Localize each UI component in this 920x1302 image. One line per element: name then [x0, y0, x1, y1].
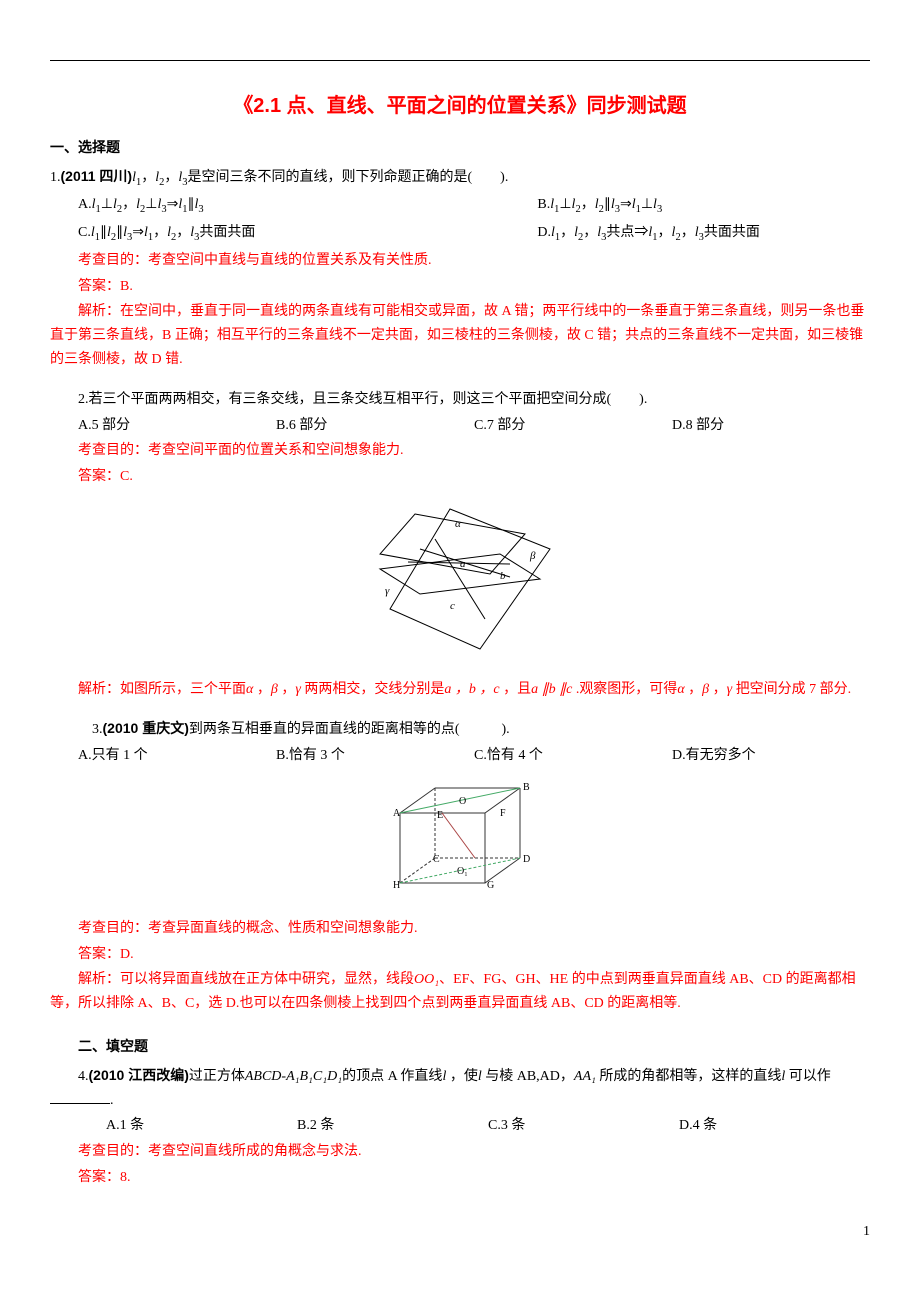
q3-optB: B.恰有 3 个 — [276, 744, 474, 768]
q3-optA: A.只有 1 个 — [78, 744, 276, 768]
q1-num: 1. — [50, 170, 61, 185]
q1-optB: B.l1⊥l2，l2∥l3⇒l1⊥l3 — [537, 193, 870, 219]
svg-text:a: a — [460, 558, 466, 570]
q2-expl: 解析：如图所示，三个平面α ，β ，γ 两两相交，交线分别是a ，b ，c ，且… — [50, 678, 870, 702]
svg-text:A: A — [393, 808, 401, 819]
q2-exam: 考查目的：考查空间平面的位置关系和空间想象能力. — [50, 439, 870, 463]
q3-tail: 到两条互相垂直的异面直线的距离相等的点( ). — [189, 722, 510, 737]
q4-source: (2010 江西改编) — [89, 1067, 189, 1083]
svg-text:H: H — [393, 880, 400, 891]
page-number: 1 — [50, 1220, 870, 1244]
svg-text:γ: γ — [385, 585, 390, 597]
q3-source: (2010 重庆文) — [103, 720, 189, 736]
q4-exam: 考查目的：考查空间直线所成的角概念与求法. — [50, 1140, 870, 1164]
top-rule — [50, 60, 870, 61]
q1-l1: l1，l2，l3 — [132, 170, 187, 185]
q4-opts: A.1 条 B.2 条 C.3 条 D.4 条 — [50, 1114, 870, 1138]
q2-opts: A.5 部分 B.6 部分 C.7 部分 D.8 部分 — [50, 414, 870, 438]
svg-text:E: E — [437, 810, 443, 821]
q4-ans: 答案：8. — [50, 1166, 870, 1190]
q1-ans: 答案：B. — [50, 275, 870, 299]
page-title: 《2.1 点、直线、平面之间的位置关系》同步测试题 — [50, 89, 870, 123]
q1-exam: 考查目的：考查空间中直线与直线的位置关系及有关性质. — [50, 249, 870, 273]
q1-opts-row2: C.l1∥l2∥l3⇒l1，l2，l3共面共面 D.l1，l2，l3共点⇒l1，… — [50, 221, 870, 247]
q4-stem: 4.(2010 江西改编)过正方体ABCD-A₁B₁C₁D₁的顶点 A 作直线l… — [50, 1064, 870, 1113]
q2-figure: α β γ a b c — [50, 499, 870, 668]
svg-text:D: D — [523, 854, 530, 865]
q1-optC: C.l1∥l2∥l3⇒l1，l2，l3共面共面 — [78, 221, 537, 247]
svg-text:O₁: O₁ — [457, 866, 468, 877]
q1-optA: A.l1⊥l2，l2⊥l3⇒l1∥l3 — [78, 193, 537, 219]
svg-text:α: α — [455, 518, 461, 530]
q2-ans: 答案：C. — [50, 465, 870, 489]
section-1-heading: 一、选择题 — [50, 137, 870, 161]
svg-text:B: B — [523, 782, 530, 793]
q1-opts-row1: A.l1⊥l2，l2⊥l3⇒l1∥l3 B.l1⊥l2，l2∥l3⇒l1⊥l3 — [50, 193, 870, 219]
svg-text:G: G — [487, 880, 494, 891]
q4-optC: C.3 条 — [488, 1114, 679, 1138]
q4-num: 4. — [78, 1069, 89, 1084]
q1-stem: 1.(2011 四川)l1，l2，l3是空间三条不同的直线，则下列命题正确的是(… — [50, 165, 870, 192]
q4-optA: A.1 条 — [106, 1114, 297, 1138]
cube-diagram: A B D C H G E F O O₁ — [375, 778, 545, 898]
q1-source: (2011 四川) — [61, 168, 133, 184]
q4-optB: B.2 条 — [297, 1114, 488, 1138]
q1-expl: 解析：在空间中，垂直于同一直线的两条直线有可能相交或异面，故 A 错；两平行线中… — [50, 300, 870, 371]
svg-text:β: β — [529, 550, 536, 562]
q3-opts: A.只有 1 个 B.恰有 3 个 C.恰有 4 个 D.有无穷多个 — [50, 744, 870, 768]
q2-stem: 2.若三个平面两两相交，有三条交线，且三条交线互相平行，则这三个平面把空间分成(… — [50, 388, 870, 412]
svg-text:C: C — [433, 854, 440, 865]
q3-stem: 3.(2010 重庆文)到两条互相垂直的异面直线的距离相等的点( ). — [50, 717, 870, 742]
planes-diagram: α β γ a b c — [350, 499, 570, 659]
q3-optC: C.恰有 4 个 — [474, 744, 672, 768]
q2-optB: B.6 部分 — [276, 414, 474, 438]
svg-text:b: b — [500, 570, 506, 582]
q1-optD: D.l1，l2，l3共点⇒l1，l2，l3共面共面 — [537, 221, 870, 247]
q3-ans: 答案：D. — [50, 943, 870, 967]
blank-fill — [50, 1090, 110, 1104]
q3-num: 3. — [92, 722, 103, 737]
q2-optA: A.5 部分 — [78, 414, 276, 438]
svg-text:O: O — [459, 796, 466, 807]
q2-optC: C.7 部分 — [474, 414, 672, 438]
q3-figure: A B D C H G E F O O₁ — [50, 778, 870, 907]
q4-optD: D.4 条 — [679, 1114, 870, 1138]
q3-optD: D.有无穷多个 — [672, 744, 870, 768]
section-2-heading: 二、填空题 — [50, 1036, 870, 1060]
q3-exam: 考查目的：考查异面直线的概念、性质和空间想象能力. — [50, 917, 870, 941]
q3-expl: 解析：可以将异面直线放在正方体中研究，显然，线段OO₁、EF、FG、GH、HE … — [50, 968, 870, 1016]
q2-optD: D.8 部分 — [672, 414, 870, 438]
svg-text:c: c — [450, 600, 455, 612]
svg-text:F: F — [500, 808, 506, 819]
q1-tail: 是空间三条不同的直线，则下列命题正确的是( ). — [188, 170, 509, 185]
